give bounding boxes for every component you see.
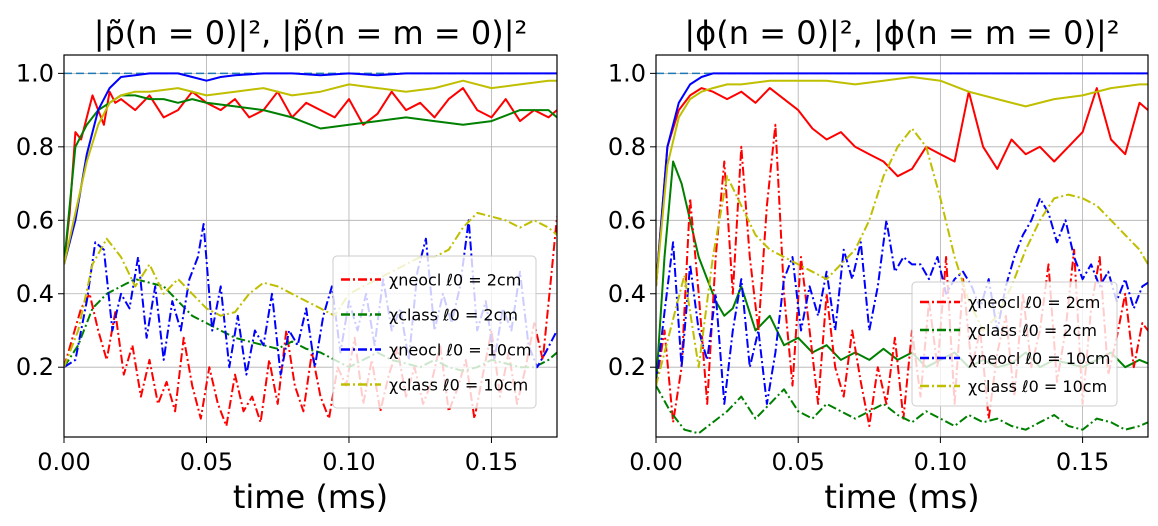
legend-label: χclass ℓ0 = 10cm — [968, 377, 1107, 396]
series-line-8 — [656, 127, 1148, 386]
y-tick-label: 0.8 — [608, 133, 646, 161]
y-tick-label: 0.2 — [608, 353, 646, 381]
legend-label: χneocl ℓ0 = 2cm — [968, 293, 1100, 312]
y-tick-label: 0.2 — [16, 353, 54, 381]
legend: χneocl ℓ0 = 2cm χclass ℓ0 = 2cm χneocl ℓ0 … — [332, 255, 537, 409]
legend-label: χclass ℓ0 = 2cm — [968, 321, 1097, 340]
x-tick-label: 0.10 — [914, 448, 967, 476]
y-tick-label: 0.6 — [608, 206, 646, 234]
y-tick-label: 1.0 — [608, 59, 646, 87]
panel-1: 0.00 0.05 0.10 0.15 0.2 0.4 0.6 0.8 1.0 |p̃(n = 0… — [16, 14, 558, 516]
series-group — [656, 72, 1148, 435]
series-line-4 — [64, 79, 557, 265]
x-tick-label: 0.00 — [629, 448, 682, 476]
series-line-3 — [656, 72, 1148, 287]
legend-box — [911, 281, 1118, 407]
x-tick-label: 0.10 — [322, 448, 375, 476]
x-axis-label: time (ms) — [233, 478, 388, 516]
legend-label: χneocl ℓ0 = 10cm — [389, 341, 531, 360]
series-line-4 — [656, 76, 1148, 287]
panel-2: 0.00 0.05 0.10 0.15 0.2 0.4 0.6 0.8 1.0 |ϕ(n = 0)… — [608, 14, 1149, 516]
x-tick-label: 0.05 — [180, 448, 233, 476]
series-line-1 — [656, 87, 1148, 287]
y-tick-label: 0.6 — [16, 206, 54, 234]
x-tick-label: 0.05 — [771, 448, 824, 476]
panel-title: |ϕ(n = 0)|², |ϕ(n = m = 0)|² — [684, 14, 1119, 52]
legend-label: χneocl ℓ0 = 10cm — [968, 349, 1110, 368]
y-tick-label: 0.4 — [16, 280, 54, 308]
series-line-8 — [64, 211, 557, 368]
legend-label: χclass ℓ0 = 2cm — [389, 306, 518, 325]
panel-title: |p̃(n = 0)|², |p̃(n = m = 0)|² — [94, 14, 528, 52]
legend-label: χneocl ℓ0 = 2cm — [389, 271, 521, 290]
x-tick-label: 0.00 — [37, 448, 90, 476]
series-line-1 — [64, 87, 557, 265]
legend-box — [332, 255, 537, 409]
x-tick-label: 0.15 — [1056, 448, 1109, 476]
series-line-6 — [656, 385, 1148, 435]
y-tick-label: 1.0 — [16, 59, 54, 87]
x-axis-label: time (ms) — [824, 478, 979, 516]
plot-frame — [63, 54, 558, 438]
x-tick-label: 0.15 — [465, 448, 518, 476]
series-line-7 — [656, 197, 1148, 405]
series-line-3 — [64, 72, 557, 265]
series-line-2 — [64, 94, 557, 265]
y-tick-label: 0.8 — [16, 133, 54, 161]
plot-frame — [655, 54, 1149, 438]
legend-label: χclass ℓ0 = 10cm — [389, 376, 528, 395]
y-tick-label: 0.4 — [608, 280, 646, 308]
legend: χneocl ℓ0 = 2cm χclass ℓ0 = 2cm χneocl ℓ0 … — [911, 281, 1118, 407]
